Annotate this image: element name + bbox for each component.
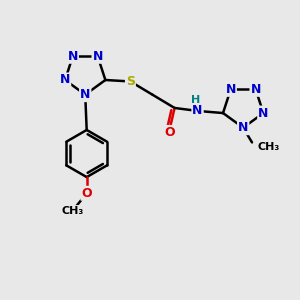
Text: CH₃: CH₃ — [62, 206, 84, 216]
Text: CH₃: CH₃ — [257, 142, 280, 152]
Text: N: N — [250, 83, 261, 96]
Text: N: N — [238, 121, 248, 134]
Text: N: N — [80, 88, 90, 101]
Text: O: O — [164, 126, 175, 139]
Text: N: N — [258, 106, 268, 119]
Text: H: H — [191, 95, 201, 105]
Text: N: N — [226, 83, 236, 96]
Text: O: O — [81, 187, 92, 200]
Text: N: N — [192, 104, 203, 117]
Text: S: S — [126, 75, 135, 88]
Text: N: N — [60, 74, 70, 86]
Text: N: N — [68, 50, 78, 63]
Text: N: N — [92, 50, 103, 63]
